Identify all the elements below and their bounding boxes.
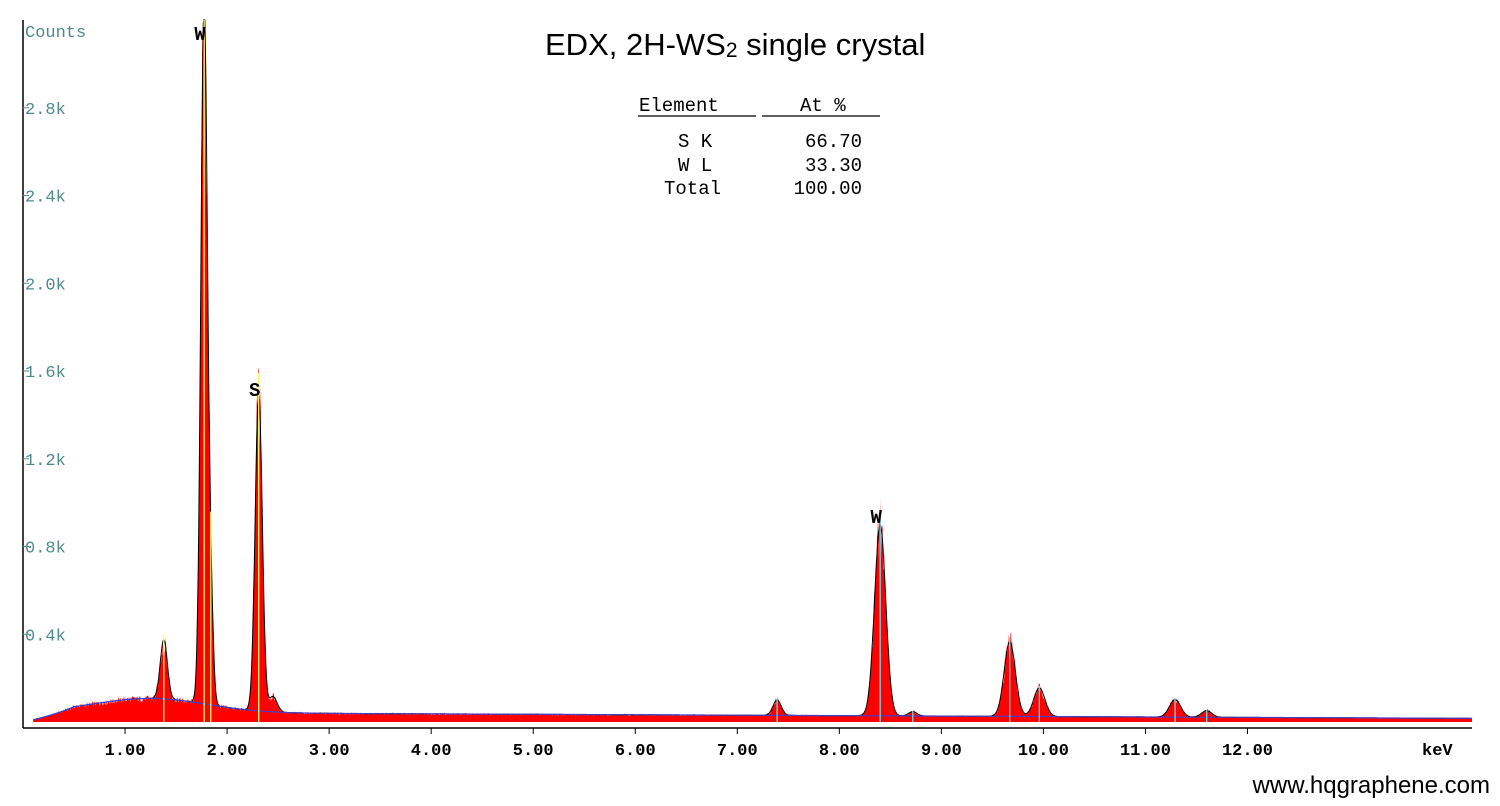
y-tick-label: 0.4k	[25, 627, 66, 646]
x-tick-label: 6.00	[615, 742, 656, 761]
table-header-atomic-percent: At %	[800, 95, 846, 117]
x-axis-label: keV	[1422, 742, 1453, 761]
y-tick-label: 2.4k	[25, 189, 66, 208]
y-tick-label: 1.2k	[25, 452, 66, 471]
y-tick-label: 2.0k	[25, 276, 66, 295]
background-fit-line	[33, 697, 1472, 721]
x-tick-label: 10.00	[1018, 742, 1069, 761]
chart-title-suffix: single crystal	[738, 27, 926, 62]
table-header-element: Element	[639, 95, 719, 117]
peak-label: S	[249, 380, 260, 402]
table-row-element: S K	[678, 131, 713, 153]
y-tick-label: 2.8k	[25, 101, 66, 120]
spectrum-envelope-line	[33, 19, 1472, 721]
x-tick-label: 4.00	[411, 742, 452, 761]
peak-label: W	[194, 24, 206, 46]
table-total-label: Total	[664, 178, 721, 200]
peak-labels: W S W	[194, 24, 882, 529]
table-row-value: 66.70	[805, 131, 862, 153]
spectrum-fill	[33, 20, 1473, 722]
x-tick-label: 12.00	[1222, 742, 1273, 761]
x-tick-label: 11.00	[1120, 742, 1171, 761]
x-tick-label: 3.00	[309, 742, 350, 761]
y-tick-label: 0.8k	[25, 540, 66, 559]
chart-title-subscript: 2	[726, 39, 738, 62]
y-axis-label: Counts	[25, 24, 86, 43]
quantification-table: Element At % S K 66.70 W L 33.30 Total 1…	[638, 95, 880, 200]
x-axis-ticks: 1.00 2.00 3.00 4.00 5.00 6.00 7.00 8.00 9.00 10.0…	[105, 728, 1273, 761]
y-tick-label: 1.6k	[25, 364, 66, 383]
chart-title: EDX, 2H-WS2 single crystal	[545, 27, 925, 62]
x-tick-label: 5.00	[513, 742, 554, 761]
chart-title-main: EDX, 2H-WS	[545, 27, 726, 62]
watermark-url: www.hqgraphene.com	[1252, 772, 1490, 799]
table-total-value: 100.00	[794, 178, 862, 200]
table-row-element: W L	[678, 155, 712, 177]
x-tick-label: 2.00	[207, 742, 248, 761]
table-row-value: 33.30	[805, 155, 862, 177]
x-tick-label: 1.00	[105, 742, 146, 761]
x-tick-label: 7.00	[717, 742, 758, 761]
y-axis-ticks: 0.4k 0.8k 1.2k 1.6k 2.0k 2.4k 2.8k	[23, 101, 66, 646]
x-tick-label: 9.00	[921, 742, 962, 761]
peak-label: W	[870, 507, 882, 529]
element-marker-lines	[163, 20, 1208, 722]
x-tick-label: 8.00	[819, 742, 860, 761]
plot-area	[33, 19, 1473, 722]
